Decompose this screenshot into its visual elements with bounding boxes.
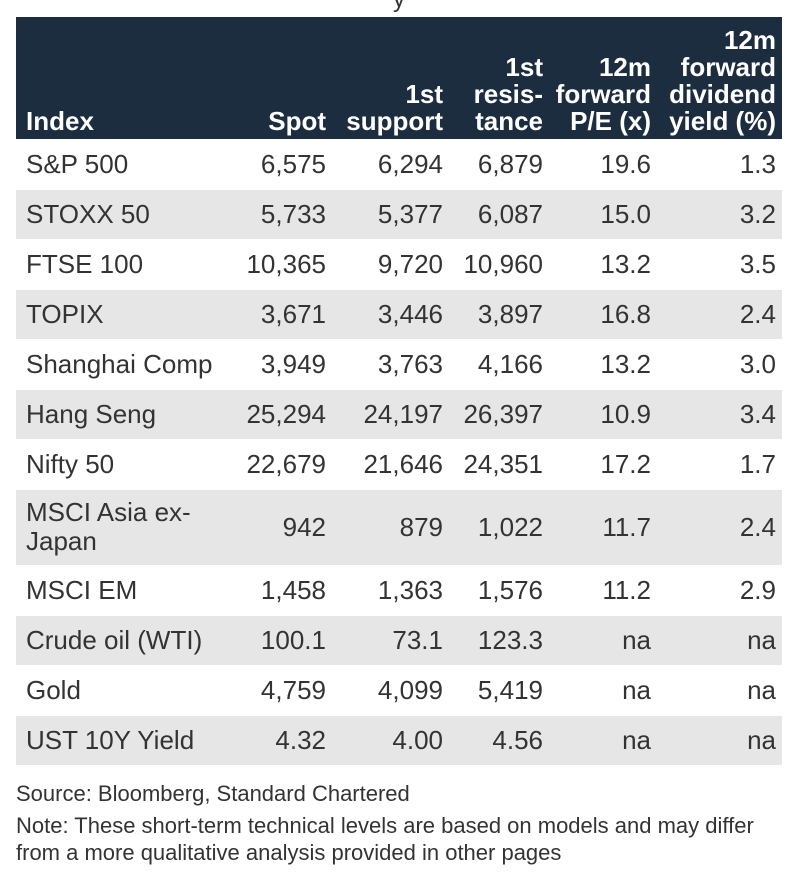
cell-support: 3,446 (332, 288, 449, 339)
cell-support: 73.1 (332, 614, 449, 665)
cell-dividend-yield: 2.4 (657, 288, 782, 339)
header-index: Index (26, 105, 94, 136)
cell-pe: 11.2 (549, 564, 657, 615)
table-row: UST 10Y Yield 4.32 4.00 4.56 na na (16, 714, 782, 765)
cell-spot: 3,671 (238, 288, 332, 339)
cell-resistance: 123.3 (449, 614, 549, 665)
table-row: MSCI Asia ex-Japan 942 879 1,022 11.7 2.4 (16, 488, 782, 565)
cell-support: 21,646 (332, 438, 449, 489)
cell-dividend-yield: 3.0 (657, 338, 782, 389)
cell-pe: 17.2 (549, 438, 657, 489)
cell-dividend-yield: 3.2 (657, 188, 782, 239)
cell-pe: 19.6 (549, 138, 657, 189)
cell-pe: na (549, 614, 657, 665)
header-spot: Spot (268, 105, 326, 136)
cell-index: MSCI EM (16, 564, 238, 615)
cell-dividend-yield: 3.4 (657, 388, 782, 439)
header-resistance: 1st resis-tance (473, 51, 543, 136)
cell-pe: 10.9 (549, 388, 657, 439)
cell-spot: 3,949 (238, 338, 332, 389)
cell-dividend-yield: 2.4 (657, 488, 782, 565)
cell-resistance: 3,897 (449, 288, 549, 339)
technical-levels-table: Index Spot 1st support 1st resis-tance 1… (16, 17, 782, 765)
table-row: Shanghai Comp 3,949 3,763 4,166 13.2 3.0 (16, 338, 782, 389)
cell-support: 3,763 (332, 338, 449, 389)
cell-support: 6,294 (332, 138, 449, 189)
table-header-row: Index Spot 1st support 1st resis-tance 1… (16, 17, 782, 139)
cell-support: 5,377 (332, 188, 449, 239)
cell-pe: na (549, 714, 657, 765)
cell-dividend-yield: 1.3 (657, 138, 782, 189)
cell-dividend-yield: 1.7 (657, 438, 782, 489)
cell-pe: na (549, 664, 657, 715)
cell-spot: 942 (238, 488, 332, 565)
table-row: S&P 500 6,575 6,294 6,879 19.6 1.3 (16, 138, 782, 189)
cell-index: STOXX 50 (16, 188, 238, 239)
cell-support: 4,099 (332, 664, 449, 715)
cell-spot: 4,759 (238, 664, 332, 715)
table-row: Gold 4,759 4,099 5,419 na na (16, 664, 782, 715)
cell-index: Hang Seng (16, 388, 238, 439)
header-pe: 12m forward P/E (x) (555, 51, 651, 136)
cell-index: S&P 500 (16, 138, 238, 189)
cell-spot: 100.1 (238, 614, 332, 665)
cell-pe: 13.2 (549, 238, 657, 289)
cell-resistance: 4,166 (449, 338, 549, 389)
source-note: Source: Bloomberg, Standard Chartered (16, 781, 410, 806)
table-row: Nifty 50 22,679 21,646 24,351 17.2 1.7 (16, 438, 782, 489)
cell-index: FTSE 100 (16, 238, 238, 289)
cell-dividend-yield: 2.9 (657, 564, 782, 615)
methodology-note: Note: These short-term technical levels … (16, 813, 754, 865)
cropped-heading-fragment: y (0, 0, 798, 14)
cell-support: 4.00 (332, 714, 449, 765)
cell-index: Crude oil (WTI) (16, 614, 238, 665)
cell-pe: 13.2 (549, 338, 657, 389)
cell-spot: 4.32 (238, 714, 332, 765)
cell-dividend-yield: na (657, 664, 782, 715)
cell-spot: 25,294 (238, 388, 332, 439)
cell-dividend-yield: 3.5 (657, 238, 782, 289)
cell-resistance: 26,397 (449, 388, 549, 439)
cell-support: 879 (332, 488, 449, 565)
cell-spot: 22,679 (238, 438, 332, 489)
cell-index: Nifty 50 (16, 438, 238, 489)
table-row: STOXX 50 5,733 5,377 6,087 15.0 3.2 (16, 188, 782, 239)
cell-spot: 6,575 (238, 138, 332, 189)
cell-dividend-yield: na (657, 714, 782, 765)
cell-index: Gold (16, 664, 238, 715)
header-dividend-yield: 12m forward dividend yield (%) (669, 24, 776, 136)
cell-spot: 10,365 (238, 238, 332, 289)
table-row: MSCI EM 1,458 1,363 1,576 11.2 2.9 (16, 564, 782, 615)
cell-resistance: 4.56 (449, 714, 549, 765)
cell-resistance: 6,879 (449, 138, 549, 189)
cell-support: 1,363 (332, 564, 449, 615)
cell-pe: 11.7 (549, 488, 657, 565)
cell-index: Shanghai Comp (16, 338, 238, 389)
cell-dividend-yield: na (657, 614, 782, 665)
table-body: S&P 500 6,575 6,294 6,879 19.6 1.3 STOXX 50 5,7… (16, 138, 782, 765)
cell-resistance: 1,022 (449, 488, 549, 565)
table-row: TOPIX 3,671 3,446 3,897 16.8 2.4 (16, 288, 782, 339)
cell-support: 9,720 (332, 238, 449, 289)
header-support: 1st support (346, 78, 443, 136)
cell-resistance: 5,419 (449, 664, 549, 715)
cell-pe: 16.8 (549, 288, 657, 339)
table-row: FTSE 100 10,365 9,720 10,960 13.2 3.5 (16, 238, 782, 289)
table-row: Crude oil (WTI) 100.1 73.1 123.3 na na (16, 614, 782, 665)
cell-resistance: 1,576 (449, 564, 549, 615)
cell-pe: 15.0 (549, 188, 657, 239)
cell-spot: 5,733 (238, 188, 332, 239)
cell-resistance: 10,960 (449, 238, 549, 289)
cell-index: MSCI Asia ex-Japan (16, 488, 238, 565)
cell-support: 24,197 (332, 388, 449, 439)
cell-resistance: 24,351 (449, 438, 549, 489)
cell-resistance: 6,087 (449, 188, 549, 239)
cell-index: TOPIX (16, 288, 238, 339)
cell-index: UST 10Y Yield (16, 714, 238, 765)
table-row: Hang Seng 25,294 24,197 26,397 10.9 3.4 (16, 388, 782, 439)
cell-spot: 1,458 (238, 564, 332, 615)
